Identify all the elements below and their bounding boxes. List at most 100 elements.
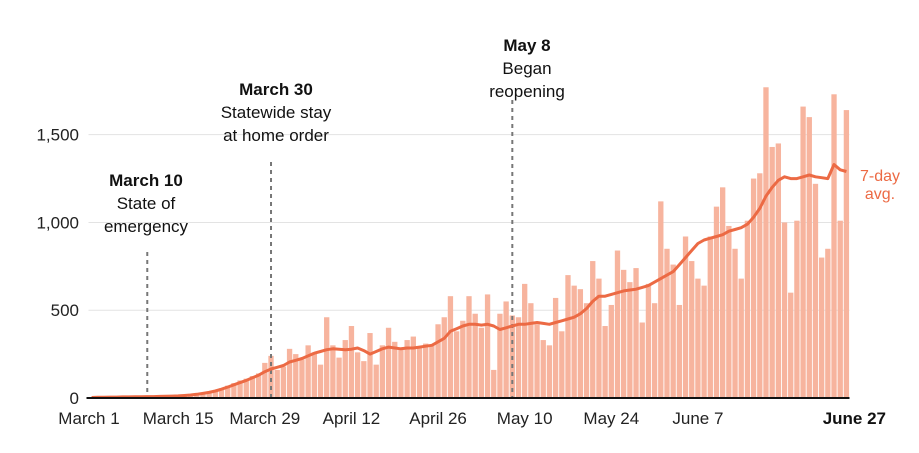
- y-tick-label: 500: [51, 301, 79, 320]
- avg-line-group: [91, 163, 847, 399]
- y-tick-label: 1,500: [36, 126, 79, 145]
- bar: [503, 301, 509, 398]
- bar: [676, 304, 683, 398]
- bar: [212, 390, 218, 398]
- bar: [540, 340, 546, 398]
- x-tick-label: March 1: [58, 409, 119, 428]
- bar: [552, 297, 559, 398]
- bar: [769, 146, 775, 398]
- bar: [218, 388, 225, 398]
- bar: [831, 94, 837, 399]
- x-tick-label: June 7: [672, 409, 723, 428]
- bar: [781, 222, 788, 398]
- bar: [330, 345, 336, 398]
- bar: [268, 355, 274, 398]
- bar: [373, 364, 379, 398]
- bar: [305, 345, 311, 398]
- bar: [348, 326, 355, 398]
- bar: [738, 278, 744, 398]
- bar: [466, 296, 472, 398]
- bar: [788, 292, 794, 398]
- bar: [682, 236, 689, 398]
- bar: [695, 278, 701, 398]
- bar: [818, 257, 825, 398]
- bar: [225, 385, 231, 398]
- bar: [317, 364, 324, 398]
- bar: [707, 236, 713, 398]
- annotation-lines: [146, 100, 514, 398]
- bar: [342, 340, 348, 398]
- annotations: March 10 State of emergency March 30 Statewi…: [104, 36, 565, 236]
- bar: [794, 220, 800, 398]
- bar: [336, 357, 342, 398]
- bar: [763, 87, 769, 399]
- bar: [627, 282, 633, 398]
- bar: [732, 248, 738, 398]
- bar: [231, 383, 237, 398]
- bar: [621, 269, 627, 398]
- annotation-title: March 10: [109, 171, 183, 190]
- bar: [311, 352, 317, 398]
- bar: [472, 313, 478, 398]
- annotation: March 30 Statewide stay at home order: [221, 80, 332, 145]
- annotation-title: March 30: [239, 80, 313, 99]
- bar: [633, 268, 639, 398]
- bar: [590, 261, 596, 398]
- annotation: May 8 Began reopening: [489, 36, 565, 101]
- x-tick-label: May 24: [583, 409, 639, 428]
- bar: [324, 317, 330, 398]
- avg-label-text: 7-day: [860, 168, 900, 185]
- bar: [392, 341, 398, 398]
- bar: [255, 373, 262, 398]
- bar: [460, 320, 466, 398]
- bar: [274, 369, 280, 398]
- bar: [515, 317, 522, 398]
- bar: [243, 378, 249, 398]
- bar: [491, 369, 497, 398]
- bar: [354, 352, 361, 398]
- avg-label-text: avg.: [865, 186, 895, 203]
- bar: [565, 275, 571, 398]
- bar: [385, 327, 392, 398]
- bar: [837, 220, 843, 398]
- bar: [639, 322, 645, 398]
- bar: [608, 304, 614, 398]
- bar: [720, 187, 726, 398]
- bar: [528, 303, 534, 398]
- bars: [88, 87, 850, 399]
- annotation-line-text: at home order: [223, 126, 329, 145]
- bar: [416, 347, 423, 398]
- bar: [280, 366, 287, 398]
- bar: [546, 345, 553, 398]
- bar: [293, 354, 299, 398]
- bar: [577, 289, 584, 398]
- annotation-line-text: State of: [117, 194, 176, 213]
- annotation-title: May 8: [503, 36, 550, 55]
- bar: [670, 264, 676, 398]
- bar: [534, 324, 540, 398]
- x-tick-labels: March 1 March 15 March 29 April 12 April 26 M…: [58, 409, 886, 428]
- bar: [361, 361, 367, 398]
- bar: [429, 345, 435, 398]
- x-tick-label: March 29: [229, 409, 300, 428]
- bar: [806, 117, 812, 398]
- bar: [713, 206, 720, 398]
- bar: [249, 376, 256, 398]
- bar: [410, 336, 416, 398]
- bar: [843, 110, 850, 398]
- bar: [194, 394, 200, 398]
- bar: [726, 225, 732, 398]
- bar: [522, 283, 528, 398]
- bar: [583, 303, 590, 398]
- bar: [367, 333, 373, 398]
- bar: [423, 343, 429, 398]
- bar: [825, 248, 831, 398]
- bar: [658, 201, 664, 398]
- bar: [497, 313, 503, 398]
- bar: [602, 326, 608, 398]
- annotation-line-text: Began: [502, 59, 551, 78]
- y-tick-labels: 0 500 1,000 1,500: [36, 126, 79, 408]
- bar: [559, 331, 565, 398]
- bar: [299, 359, 305, 398]
